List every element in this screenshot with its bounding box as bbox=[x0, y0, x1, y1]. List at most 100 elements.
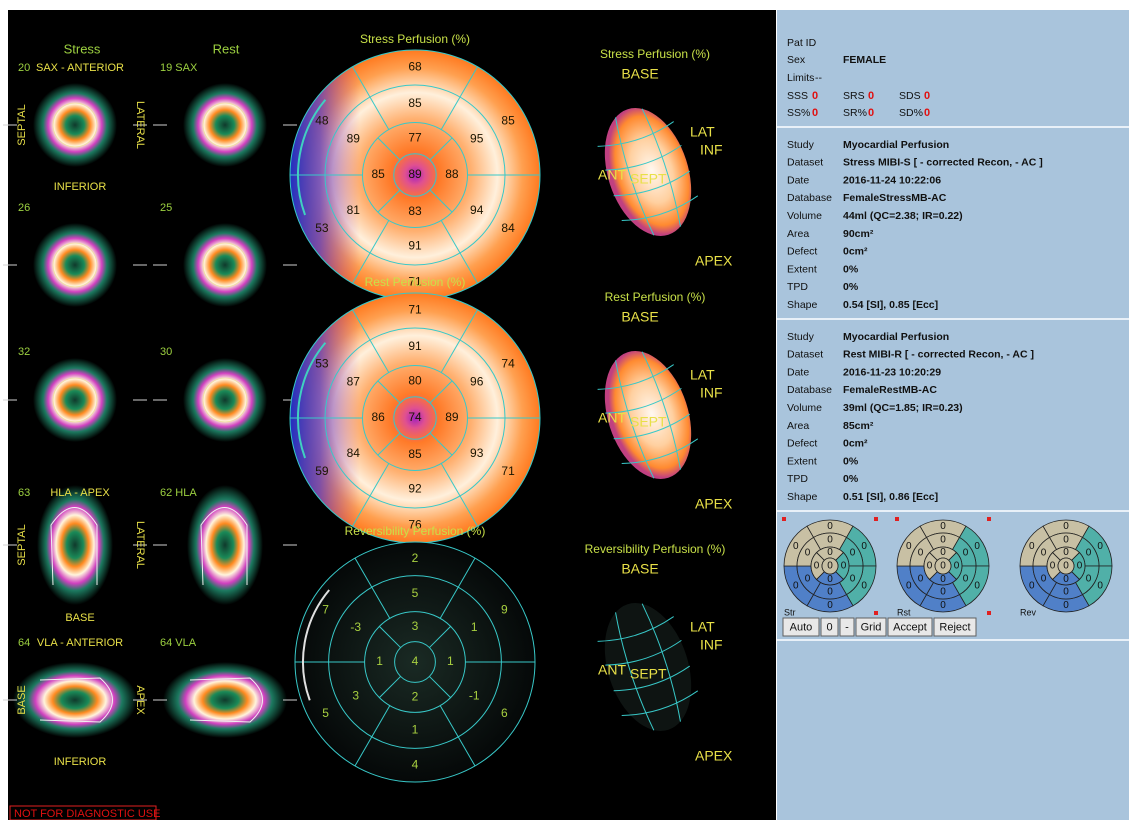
segment-value: 1 bbox=[412, 723, 419, 737]
segment-spoke bbox=[429, 626, 451, 648]
slice-image bbox=[33, 223, 117, 307]
heart-grid bbox=[621, 195, 699, 222]
heart-surface bbox=[604, 603, 692, 731]
segment-spoke bbox=[352, 220, 390, 284]
field-value: Myocardial Perfusion bbox=[843, 331, 949, 343]
segment-value: 94 bbox=[470, 203, 484, 217]
score-value: 0 bbox=[924, 90, 930, 102]
mini-value: 0 bbox=[1063, 587, 1069, 598]
mini-value: 0 bbox=[918, 548, 924, 559]
segment-value: 87 bbox=[347, 375, 361, 389]
mini-value: 0 bbox=[940, 547, 946, 558]
field-value: -- bbox=[815, 72, 822, 84]
slices: Stress Rest bbox=[64, 41, 240, 56]
button-face[interactable] bbox=[839, 617, 855, 637]
mini-value: 0 bbox=[1086, 574, 1092, 585]
polar-fill bbox=[295, 542, 535, 782]
heart-grid bbox=[621, 690, 699, 717]
segment-value: 84 bbox=[347, 446, 361, 460]
field-value: 0% bbox=[843, 455, 859, 467]
slice-image bbox=[183, 358, 267, 442]
segment-value: 1 bbox=[471, 620, 478, 634]
slice-title: VLA - ANTERIOR bbox=[37, 637, 123, 649]
view-label: ANT bbox=[598, 410, 626, 426]
button[interactable]: Auto bbox=[782, 617, 820, 637]
mini-value: 0 bbox=[1086, 548, 1092, 559]
segment-value: 84 bbox=[501, 221, 515, 235]
map-title: Reversibility Perfusion (%) bbox=[345, 524, 486, 538]
button-face[interactable] bbox=[887, 617, 933, 637]
field-value: FEMALE bbox=[843, 54, 886, 66]
map-title: Rest Perfusion (%) bbox=[365, 275, 466, 289]
field-label: Database bbox=[787, 192, 832, 204]
rest-header: Rest bbox=[213, 41, 240, 56]
heart-surface bbox=[604, 351, 692, 479]
segment-value: 91 bbox=[408, 238, 422, 252]
segment-spoke bbox=[377, 432, 401, 456]
segment-value: 93 bbox=[470, 446, 484, 460]
mini-value: 0 bbox=[940, 561, 946, 572]
button[interactable]: Reject bbox=[933, 617, 977, 637]
slice-image bbox=[37, 485, 113, 605]
mini-value: 0 bbox=[1097, 580, 1103, 591]
button-face[interactable] bbox=[933, 617, 977, 637]
button-label[interactable]: Reject bbox=[939, 621, 970, 633]
heart-grid bbox=[621, 438, 699, 465]
segment-value: 85 bbox=[408, 447, 422, 461]
button[interactable]: Accept bbox=[887, 617, 933, 637]
segment-value: 74 bbox=[501, 356, 515, 370]
mini-value: 0 bbox=[1063, 535, 1069, 546]
segment-spoke bbox=[429, 189, 453, 213]
button[interactable]: - bbox=[839, 617, 855, 637]
button[interactable]: Grid bbox=[855, 617, 887, 637]
score-label: SR% bbox=[843, 107, 867, 119]
orientation-label: SEPTAL bbox=[16, 524, 28, 565]
view-label: SEPT bbox=[630, 666, 667, 682]
field-label: Dataset bbox=[787, 157, 823, 169]
button-label[interactable]: Auto bbox=[790, 621, 813, 633]
button[interactable]: 0 bbox=[820, 617, 839, 637]
field-value: 0% bbox=[843, 263, 859, 275]
heart-3d bbox=[597, 351, 699, 479]
button-face[interactable] bbox=[782, 617, 820, 637]
score-label: SSS bbox=[787, 90, 808, 102]
mini-value: 0 bbox=[1029, 541, 1035, 552]
slice-contour bbox=[202, 102, 248, 148]
heart-grid bbox=[605, 144, 682, 171]
field-value: Rest MIBI-R [ - corrected Recon, - AC ] bbox=[843, 349, 1034, 361]
heart-grid bbox=[597, 364, 674, 390]
segment-value: 2 bbox=[412, 690, 419, 704]
slice-contour bbox=[189, 677, 263, 723]
slice-number: 64 VLA bbox=[160, 637, 197, 649]
mini-value: 0 bbox=[1041, 574, 1047, 585]
segment-value: 71 bbox=[501, 464, 515, 478]
segment-value: 89 bbox=[347, 132, 361, 146]
button-face[interactable] bbox=[820, 617, 839, 637]
segment-value: 80 bbox=[408, 373, 422, 387]
segment-value: 96 bbox=[470, 375, 484, 389]
segment-spoke bbox=[429, 380, 453, 404]
mini-value: 0 bbox=[850, 548, 856, 559]
button-label[interactable]: - bbox=[845, 621, 849, 633]
segment-value: 85 bbox=[501, 113, 515, 127]
view-label: SEPT bbox=[630, 414, 667, 430]
segment-value: 1 bbox=[447, 654, 454, 668]
score-value: 0 bbox=[812, 107, 818, 119]
field-value: 0% bbox=[843, 281, 859, 293]
button-label[interactable]: Grid bbox=[861, 621, 882, 633]
heart-grid bbox=[613, 665, 691, 692]
button-label[interactable]: 0 bbox=[826, 621, 832, 633]
score-value: 0 bbox=[812, 90, 818, 102]
slice-number: 62 HLA bbox=[160, 487, 197, 499]
heart-grid bbox=[597, 121, 674, 147]
button-face[interactable] bbox=[855, 617, 887, 637]
mini-value: 0 bbox=[940, 521, 946, 532]
slice-contour bbox=[39, 677, 113, 723]
segment-value: 3 bbox=[352, 688, 359, 702]
slice-image bbox=[183, 83, 267, 167]
orientation-label: LATERAL bbox=[134, 101, 146, 149]
button-label[interactable]: Accept bbox=[893, 621, 927, 633]
marker bbox=[874, 611, 878, 615]
slice-number: 63 bbox=[18, 487, 30, 499]
marker bbox=[874, 517, 878, 521]
